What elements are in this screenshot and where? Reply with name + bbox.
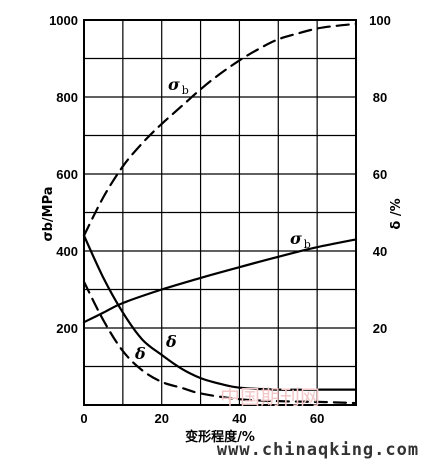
label-delta-solid: δ — [165, 332, 177, 351]
x-tick-label: 40 — [232, 411, 246, 426]
series-line-sigma-dashed — [82, 22, 358, 237]
left-axis-title: σb/MPa — [41, 186, 56, 241]
label-sigma-solid-main: σ — [290, 229, 302, 248]
x-tick-label: 20 — [154, 411, 168, 426]
watermark-cn: 中国期刊网 — [220, 385, 320, 409]
right-tick-label: 100 — [369, 13, 391, 28]
left-tick-label: 800 — [56, 90, 78, 105]
grid-lines — [84, 20, 356, 405]
series-line-delta-dashed — [82, 280, 358, 405]
x-axis-title: 变形程度/% — [185, 429, 255, 445]
right-axis-title: δ /% — [389, 198, 404, 229]
left-axis-ticks: 200 400 600 800 1000 — [49, 13, 78, 336]
left-tick-label: 1000 — [49, 13, 78, 28]
label-delta-dashed: δ — [134, 344, 146, 363]
series-layer — [82, 22, 358, 405]
series-line-delta-solid — [82, 234, 358, 391]
label-sigma-dashed-sub: b — [182, 84, 189, 97]
right-tick-label: 60 — [373, 167, 387, 182]
right-tick-label: 80 — [373, 90, 387, 105]
left-tick-label: 200 — [56, 321, 78, 336]
right-tick-label: 40 — [373, 244, 387, 259]
x-axis-ticks: 0 20 40 60 — [80, 411, 324, 426]
x-tick-label: 60 — [310, 411, 324, 426]
left-tick-label: 600 — [56, 167, 78, 182]
right-axis-ticks: 20 40 60 80 100 — [369, 13, 391, 336]
series-line-sigma-solid — [82, 238, 358, 324]
right-tick-label: 20 — [373, 321, 387, 336]
watermark-url: www.chinaqking.com — [217, 440, 419, 460]
left-tick-label: 400 — [56, 244, 78, 259]
label-sigma-dashed-main: σ — [168, 75, 180, 94]
x-tick-label: 0 — [80, 411, 87, 426]
label-sigma-solid-sub: b — [304, 238, 311, 251]
plot-frame — [83, 19, 357, 406]
